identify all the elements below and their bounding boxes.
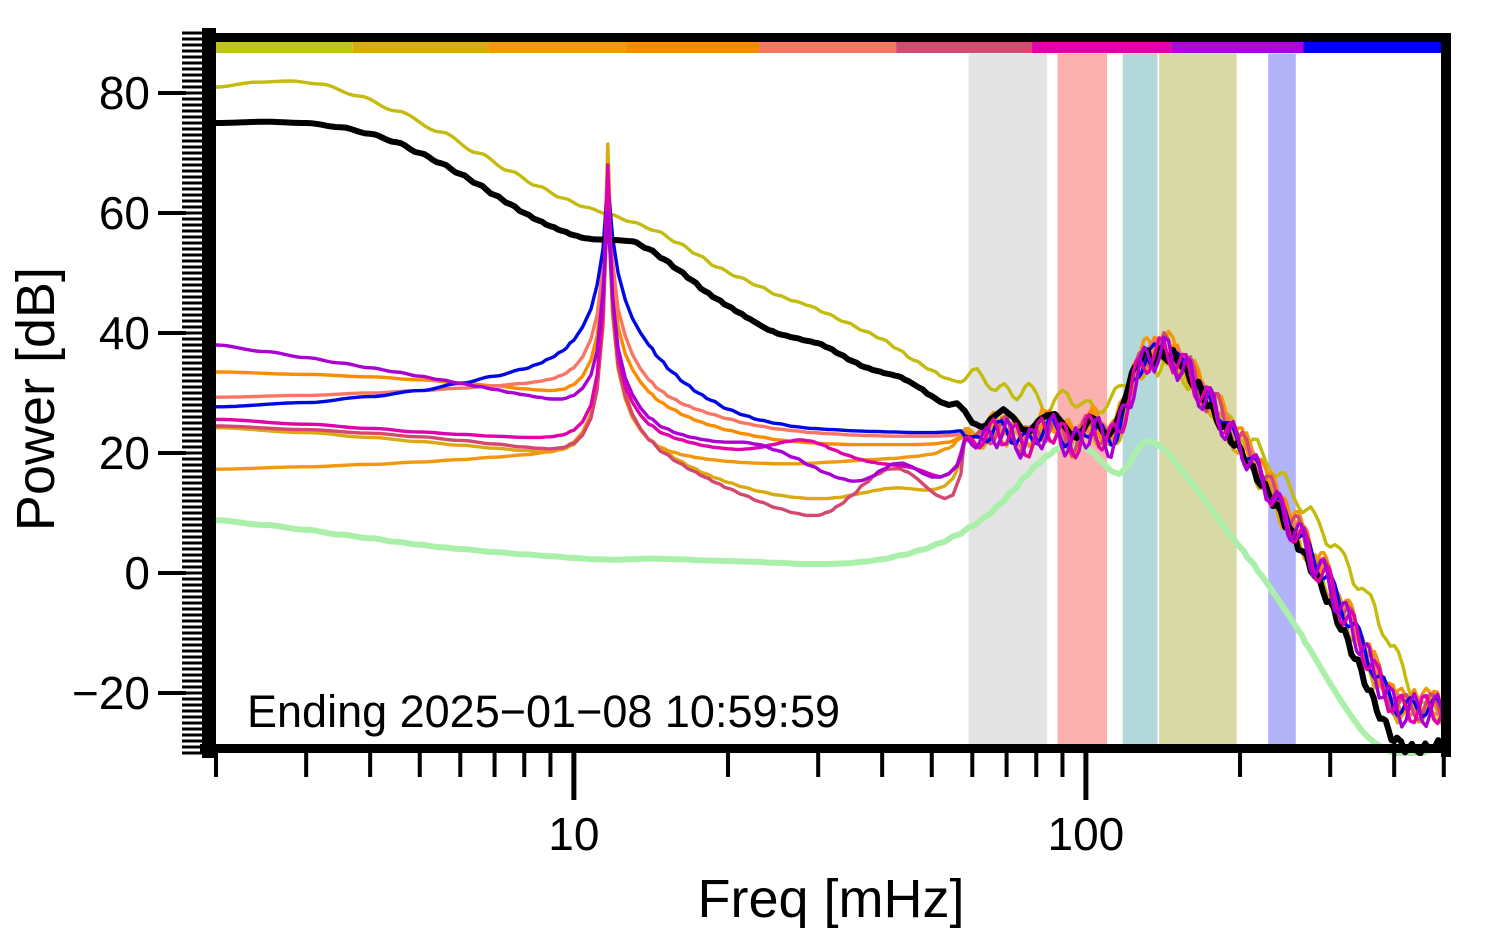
top-colorbar-segment-2: [488, 41, 626, 53]
spectrum-mean-black-line: [216, 118, 1446, 756]
shaded-band-4: [1268, 53, 1296, 748]
noise-floor-line: [216, 438, 1446, 756]
x-tick-label-10: 10: [548, 808, 599, 860]
y-tick-label-−20: −20: [72, 667, 150, 719]
y-axis-title: Power [dB]: [6, 266, 66, 532]
x-tick-label-100: 100: [1048, 808, 1125, 860]
spectrum-gold-line: [216, 142, 1446, 725]
y-tick-label-40: 40: [99, 307, 150, 359]
y-tick-label-20: 20: [99, 427, 150, 479]
y-tick-label-60: 60: [99, 187, 150, 239]
top-colorbar-segment-5: [896, 41, 1033, 53]
top-colorbar-segment-4: [759, 41, 897, 53]
top-colorbar-segment-7: [1171, 41, 1304, 53]
axes: 80 60 40 20 0 −20 10 100: [72, 28, 1451, 860]
shaded-band-1: [1057, 53, 1108, 748]
shaded-band-0: [968, 53, 1048, 748]
spectrum-yellowgreen-line: [216, 79, 1446, 725]
top-colorbar-segment-8: [1303, 41, 1446, 53]
spectrum-purple-line: [216, 211, 1446, 729]
spectrum-crimson-line: [216, 187, 1446, 724]
top-colorbar-segment-6: [1032, 41, 1172, 53]
top-colorbar-segment-3: [625, 41, 760, 53]
top-colorbar-segment-1: [352, 41, 489, 53]
x-axis-title: Freq [mHz]: [697, 869, 965, 929]
y-tick-label-80: 80: [99, 67, 150, 119]
top-colorbar-segment-0: [216, 41, 353, 53]
spectrum-orange-line: [216, 199, 1446, 715]
ending-timestamp-annotation: Ending 2025−01−08 10:59:59: [247, 686, 841, 737]
plot-area: [216, 41, 1446, 756]
y-tick-label-0: 0: [124, 547, 150, 599]
